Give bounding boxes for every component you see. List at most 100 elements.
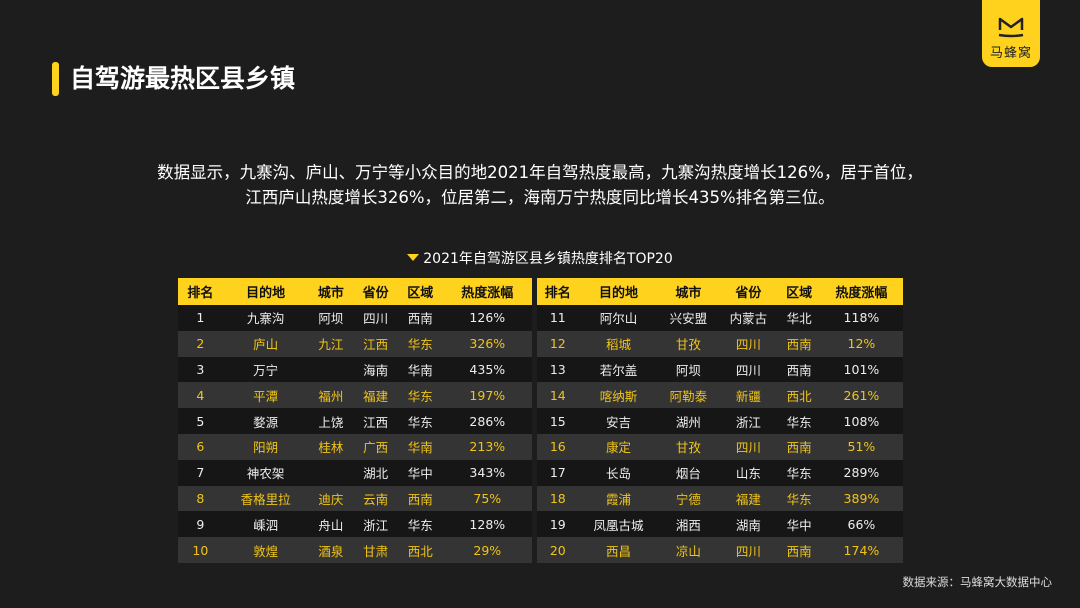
page-title: 自驾游最热区县乡镇 — [70, 64, 296, 93]
table-cell: 迪庆 — [308, 485, 354, 512]
column-header: 排名 — [537, 278, 579, 305]
table-cell: 新疆 — [718, 382, 779, 409]
table-row: 20 西昌 凉山 四川 西南 174% — [537, 537, 903, 563]
table-cell: 西北 — [778, 382, 820, 409]
data-source: 数据来源：马蜂窝大数据中心 — [902, 575, 1053, 589]
table-cell: 神农架 — [222, 459, 309, 486]
table-cell: 西南 — [397, 485, 443, 512]
table-cell: 华南 — [397, 433, 443, 460]
table-cell: 宁德 — [658, 485, 719, 512]
table-cell: 29% — [442, 537, 532, 563]
table-cell: 烟台 — [658, 459, 719, 486]
table-cell: 福建 — [353, 382, 398, 409]
table-row: 15 安吉 湖州 浙江 华东 108% — [537, 408, 903, 434]
table-row: 7 神农架 湖北 华中 343% — [178, 459, 532, 486]
table-cell: 阿尔山 — [578, 305, 659, 331]
table-cell: 万宁 — [222, 356, 309, 383]
table-cell: 174% — [819, 537, 903, 563]
table-cell: 华东 — [397, 511, 443, 538]
table-row: 5 婺源 上饶 江西 华东 286% — [178, 408, 532, 434]
table-cell: 197% — [442, 382, 532, 409]
table-row: 17 长岛 烟台 山东 华东 289% — [537, 459, 903, 486]
table-row: 9 嵊泗 舟山 浙江 华东 128% — [178, 511, 532, 538]
logo-text: 马蜂窝 — [989, 46, 1032, 61]
table-cell: 海南 — [353, 356, 398, 383]
table-cell: 20 — [537, 537, 579, 563]
table-cell: 19 — [537, 511, 579, 538]
table-cell: 湘西 — [658, 511, 719, 538]
table-cell: 华北 — [778, 305, 820, 331]
mafengwo-logo: 马蜂窝 — [982, 0, 1040, 67]
table-cell: 西南 — [778, 330, 820, 357]
table-cell: 甘孜 — [658, 330, 719, 357]
table-cell: 若尔盖 — [578, 356, 659, 383]
column-header: 热度涨幅 — [819, 278, 903, 305]
column-header: 排名 — [178, 278, 223, 305]
table-row: 12 稻城 甘孜 四川 西南 12% — [537, 330, 903, 357]
table-cell: 云南 — [353, 485, 398, 512]
ranking-table-left: 排名 目的地 城市 省份 区域 热度涨幅 1 九寨沟 阿坝 四川 西南 126% 2 庐山 九江 江西 华东 32… — [178, 278, 532, 563]
table-cell: 广西 — [353, 433, 398, 460]
table-row: 6 阳朔 桂林 广西 华南 213% — [178, 433, 532, 460]
table-cell: 108% — [819, 408, 903, 434]
table-cell: 敦煌 — [222, 537, 309, 563]
table-cell: 16 — [537, 433, 579, 460]
description: 数据显示，九寨沟、庐山、万宁等小众目的地2021年自驾热度最高，九寨沟热度增长1… — [157, 163, 923, 207]
table-cell: 香格里拉 — [222, 485, 309, 512]
table-cell: 婺源 — [222, 408, 309, 434]
table-cell: 四川 — [718, 356, 779, 383]
table-cell: 江西 — [353, 408, 398, 434]
table-cell: 福建 — [718, 485, 779, 512]
table-row: 19 凤凰古城 湘西 湖南 华中 66% — [537, 511, 903, 538]
table-caption: 2021年自驾游区县乡镇热度排名TOP20 — [0, 248, 1080, 268]
table-cell: 嵊泗 — [222, 511, 309, 538]
column-header: 热度涨幅 — [442, 278, 532, 305]
column-header: 城市 — [658, 278, 719, 305]
table-cell: 兴安盟 — [658, 305, 719, 331]
table-cell: 阿勒泰 — [658, 382, 719, 409]
table-row: 8 香格里拉 迪庆 云南 西南 75% — [178, 485, 532, 512]
table-cell: 华东 — [397, 382, 443, 409]
table-cell: 西北 — [397, 537, 443, 563]
column-header: 目的地 — [578, 278, 659, 305]
table-cell: 湖南 — [718, 511, 779, 538]
table-cell: 17 — [537, 459, 579, 486]
table-cell: 酒泉 — [308, 537, 354, 563]
table-row: 3 万宁 海南 华南 435% — [178, 356, 532, 383]
column-header: 省份 — [353, 278, 398, 305]
column-header: 省份 — [718, 278, 779, 305]
table-cell: 湖北 — [353, 459, 398, 486]
table-cell: 福州 — [308, 382, 354, 409]
table-cell: 凉山 — [658, 537, 719, 563]
table-cell: 霞浦 — [578, 485, 659, 512]
table-cell: 华中 — [778, 511, 820, 538]
table-cell: 华中 — [397, 459, 443, 486]
table-cell: 西南 — [778, 433, 820, 460]
table-cell: 凤凰古城 — [578, 511, 659, 538]
table-cell: 康定 — [578, 433, 659, 460]
table-cell: 四川 — [718, 330, 779, 357]
table-cell: 阳朔 — [222, 433, 309, 460]
table-cell: 四川 — [353, 305, 398, 331]
column-header: 城市 — [308, 278, 354, 305]
table-cell: 内蒙古 — [718, 305, 779, 331]
table-cell: 华东 — [778, 485, 820, 512]
table-cell: 7 — [178, 459, 223, 486]
table-cell: 甘孜 — [658, 433, 719, 460]
table-cell: 湖州 — [658, 408, 719, 434]
table-cell: 山东 — [718, 459, 779, 486]
table-cell: 435% — [442, 356, 532, 383]
table-cell: 2 — [178, 330, 223, 357]
table-cell: 阿坝 — [658, 356, 719, 383]
table-cell: 华东 — [397, 408, 443, 434]
table-cell: 安吉 — [578, 408, 659, 434]
table-cell: 51% — [819, 433, 903, 460]
table-cell: 西南 — [778, 356, 820, 383]
table-cell: 8 — [178, 485, 223, 512]
table-cell: 12 — [537, 330, 579, 357]
table-cell: 九江 — [308, 330, 354, 357]
table-cell: 4 — [178, 382, 223, 409]
table-cell: 四川 — [718, 433, 779, 460]
table-cell: 西南 — [778, 537, 820, 563]
table-cell: 289% — [819, 459, 903, 486]
